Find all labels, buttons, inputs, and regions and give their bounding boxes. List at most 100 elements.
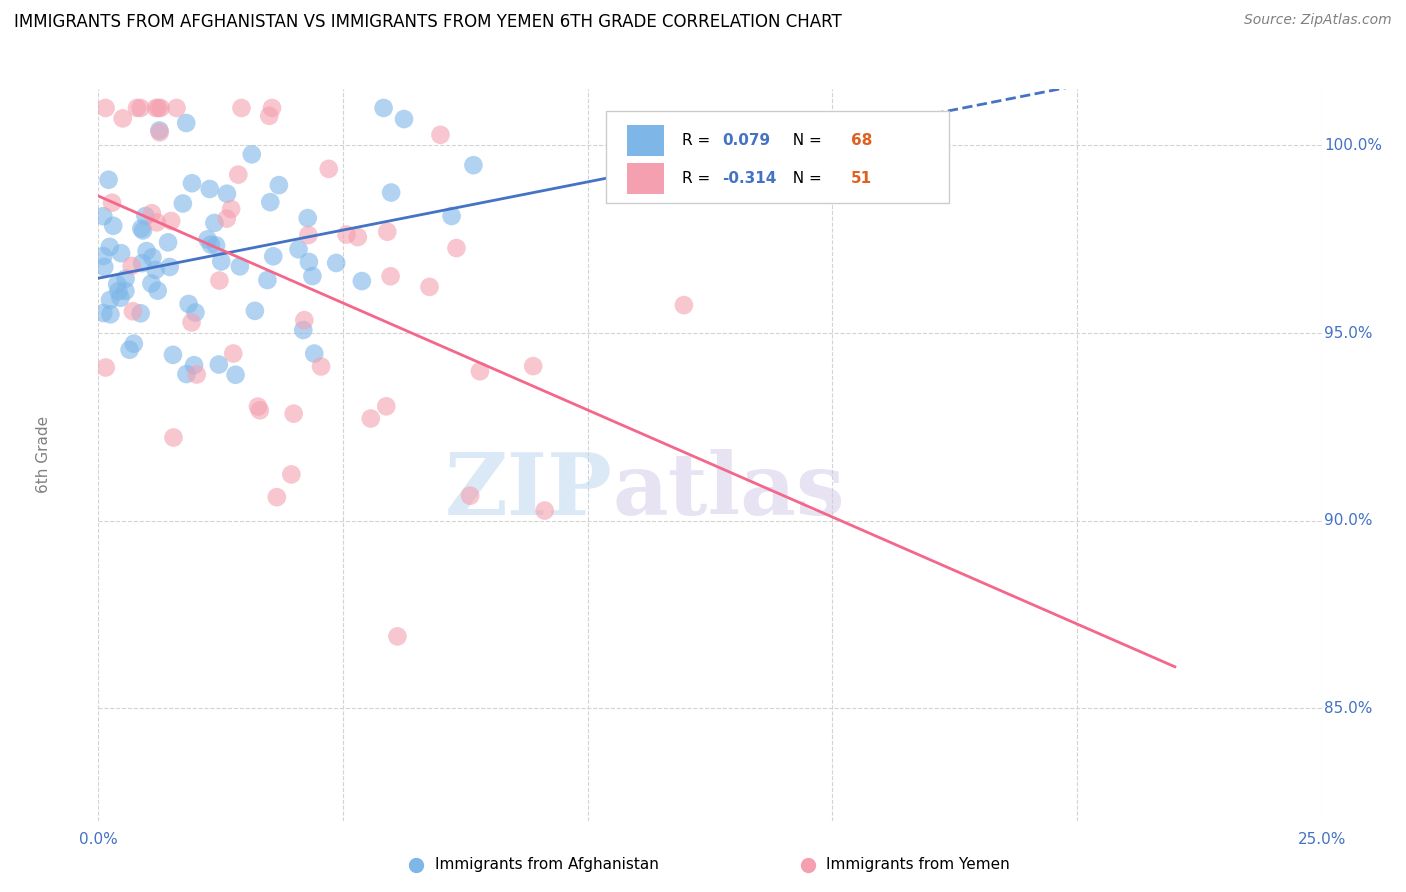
Text: 0.079: 0.079 xyxy=(723,133,770,148)
Point xyxy=(148,123,170,137)
Point xyxy=(183,358,205,372)
Point xyxy=(446,241,468,255)
Bar xyxy=(627,125,664,156)
Point xyxy=(336,227,359,242)
Point xyxy=(198,182,221,196)
Text: R =: R = xyxy=(682,171,716,186)
Point xyxy=(181,176,204,190)
Point xyxy=(98,293,121,307)
Point xyxy=(103,219,125,233)
Text: N =: N = xyxy=(783,171,827,186)
Point xyxy=(159,260,181,274)
Point xyxy=(160,214,183,228)
Point xyxy=(375,400,398,414)
Text: 51: 51 xyxy=(851,171,872,186)
Point xyxy=(184,305,207,319)
Text: Immigrants from Yemen: Immigrants from Yemen xyxy=(827,857,1010,872)
Point xyxy=(91,249,114,263)
Point xyxy=(131,256,153,270)
Point xyxy=(292,323,315,337)
Point xyxy=(174,116,197,130)
Text: 0.0%: 0.0% xyxy=(79,831,118,847)
Point xyxy=(105,277,128,292)
Point xyxy=(146,215,169,229)
Point xyxy=(287,242,309,256)
Point xyxy=(148,101,170,115)
Point xyxy=(325,256,347,270)
Point xyxy=(522,359,544,373)
Point xyxy=(200,237,222,252)
Point xyxy=(149,101,172,115)
Point xyxy=(146,284,169,298)
Point xyxy=(101,195,124,210)
Text: R =: R = xyxy=(682,133,716,148)
Point xyxy=(141,206,163,220)
Point xyxy=(209,254,232,268)
Point xyxy=(226,168,249,182)
Text: Source: ZipAtlas.com: Source: ZipAtlas.com xyxy=(1244,13,1392,28)
Point xyxy=(468,364,491,378)
Point xyxy=(91,306,114,320)
Point xyxy=(202,216,225,230)
Point xyxy=(114,284,136,298)
Point xyxy=(149,125,172,139)
Point xyxy=(205,238,228,252)
Point xyxy=(380,269,402,284)
Point xyxy=(243,304,266,318)
Text: 68: 68 xyxy=(851,133,872,148)
Text: IMMIGRANTS FROM AFGHANISTAN VS IMMIGRANTS FROM YEMEN 6TH GRADE CORRELATION CHART: IMMIGRANTS FROM AFGHANISTAN VS IMMIGRANT… xyxy=(14,13,842,31)
Point xyxy=(145,263,167,277)
Point xyxy=(197,232,219,246)
Point xyxy=(157,235,180,250)
Point xyxy=(118,343,141,357)
Point xyxy=(208,358,231,372)
Point xyxy=(97,173,120,187)
Point xyxy=(122,336,145,351)
Point xyxy=(229,260,252,274)
Point xyxy=(256,273,278,287)
Point xyxy=(262,249,284,263)
Text: -0.314: -0.314 xyxy=(723,171,776,186)
Text: 95.0%: 95.0% xyxy=(1324,326,1372,341)
Point xyxy=(302,346,325,360)
Point xyxy=(94,360,117,375)
Point xyxy=(246,400,269,414)
Point xyxy=(180,315,202,329)
Point xyxy=(135,244,157,258)
Point xyxy=(280,467,302,482)
Point xyxy=(162,348,184,362)
Point xyxy=(110,246,132,260)
Point xyxy=(380,186,402,200)
Text: 6th Grade: 6th Grade xyxy=(37,417,51,493)
Point xyxy=(297,228,319,243)
Point xyxy=(122,304,145,318)
Text: 25.0%: 25.0% xyxy=(1298,831,1346,847)
Point xyxy=(94,101,117,115)
Point xyxy=(292,313,315,327)
Point xyxy=(114,271,136,285)
Point xyxy=(141,277,163,291)
Point xyxy=(125,101,148,115)
Point xyxy=(259,109,281,123)
Point xyxy=(177,297,200,311)
Bar xyxy=(627,163,664,194)
Point xyxy=(129,101,152,115)
Point xyxy=(373,101,395,115)
Point xyxy=(222,346,245,360)
Point xyxy=(458,489,481,503)
Point xyxy=(110,291,132,305)
Point xyxy=(231,101,253,115)
Point xyxy=(419,280,441,294)
Point xyxy=(166,101,188,115)
Point xyxy=(240,147,263,161)
Point xyxy=(100,307,122,321)
Text: 100.0%: 100.0% xyxy=(1324,138,1382,153)
Point xyxy=(672,298,695,312)
Point xyxy=(283,407,305,421)
Point xyxy=(350,274,373,288)
Point xyxy=(249,403,271,417)
Point xyxy=(134,209,156,223)
Point xyxy=(375,225,398,239)
Text: atlas: atlas xyxy=(612,450,845,533)
Point xyxy=(346,230,368,244)
